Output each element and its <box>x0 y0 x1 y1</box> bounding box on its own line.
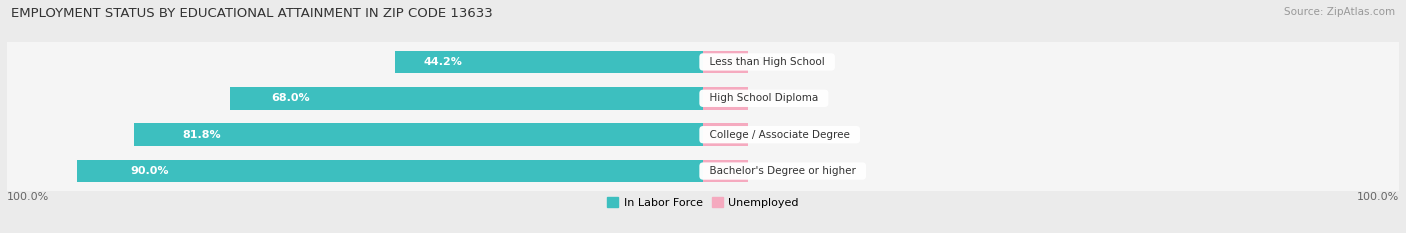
Text: 0.0%: 0.0% <box>756 166 785 176</box>
Bar <box>76 160 703 182</box>
Text: 100.0%: 100.0% <box>1357 192 1399 202</box>
Text: Source: ZipAtlas.com: Source: ZipAtlas.com <box>1284 7 1395 17</box>
Bar <box>703 123 748 146</box>
Text: 68.0%: 68.0% <box>271 93 309 103</box>
FancyBboxPatch shape <box>0 141 1406 201</box>
Text: 0.0%: 0.0% <box>756 57 785 67</box>
Text: 44.2%: 44.2% <box>423 57 463 67</box>
FancyBboxPatch shape <box>0 104 1406 165</box>
Bar <box>134 123 703 146</box>
Text: College / Associate Degree: College / Associate Degree <box>703 130 856 140</box>
Text: 0.0%: 0.0% <box>756 93 785 103</box>
Text: 81.8%: 81.8% <box>183 130 221 140</box>
Text: 100.0%: 100.0% <box>7 192 49 202</box>
Text: Bachelor's Degree or higher: Bachelor's Degree or higher <box>703 166 862 176</box>
Text: Less than High School: Less than High School <box>703 57 831 67</box>
Bar <box>229 87 703 110</box>
Bar <box>703 160 748 182</box>
Text: 90.0%: 90.0% <box>131 166 169 176</box>
FancyBboxPatch shape <box>0 68 1406 129</box>
Bar <box>395 51 703 73</box>
Text: High School Diploma: High School Diploma <box>703 93 825 103</box>
Legend: In Labor Force, Unemployed: In Labor Force, Unemployed <box>603 193 803 212</box>
FancyBboxPatch shape <box>0 32 1406 92</box>
Bar <box>703 87 748 110</box>
Text: 0.0%: 0.0% <box>756 130 785 140</box>
Bar <box>703 51 748 73</box>
Text: EMPLOYMENT STATUS BY EDUCATIONAL ATTAINMENT IN ZIP CODE 13633: EMPLOYMENT STATUS BY EDUCATIONAL ATTAINM… <box>11 7 494 20</box>
